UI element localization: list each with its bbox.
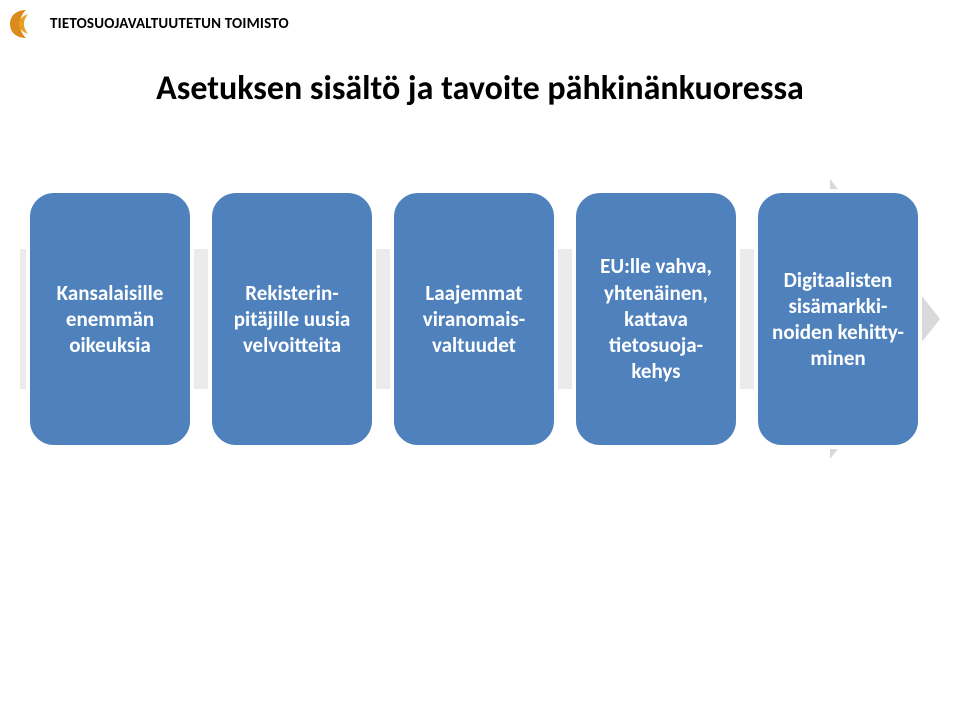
box-label: EU:lle vahva, yhtenäinen, kattava tietos… <box>590 253 722 384</box>
process-box: EU:lle vahva, yhtenäinen, kattava tietos… <box>572 189 740 449</box>
page-header: TIETOSUOJAVALTUUTETUN TOIMISTO <box>0 0 960 40</box>
box-label: Kansalaisille enemmän oikeuksia <box>44 280 176 359</box>
box-label: Rekisterin-​pitäjille uusia velvoitteita <box>226 280 358 359</box>
box-label: Digitaalisten sisämarkki-​noiden kehitty… <box>772 267 904 372</box>
org-name: TIETOSUOJAVALTUUTETUN TOIMISTO <box>50 15 289 33</box>
process-box: Kansalaisille enemmän oikeuksia <box>26 189 194 449</box>
process-box: Digitaalisten sisämarkki-​noiden kehitty… <box>754 189 922 449</box>
process-box: Rekisterin-​pitäjille uusia velvoitteita <box>208 189 376 449</box>
process-arrow-diagram: Kansalaisille enemmän oikeuksia Rekister… <box>20 169 940 469</box>
page-title: Asetuksen sisältö ja tavoite pähkinänkuo… <box>0 68 960 109</box>
box-label: Laajemmat viranomais-​valtuudet <box>408 280 540 359</box>
box-row: Kansalaisille enemmän oikeuksia Rekister… <box>26 189 922 449</box>
logo-icon <box>6 8 46 40</box>
process-box: Laajemmat viranomais-​valtuudet <box>390 189 558 449</box>
